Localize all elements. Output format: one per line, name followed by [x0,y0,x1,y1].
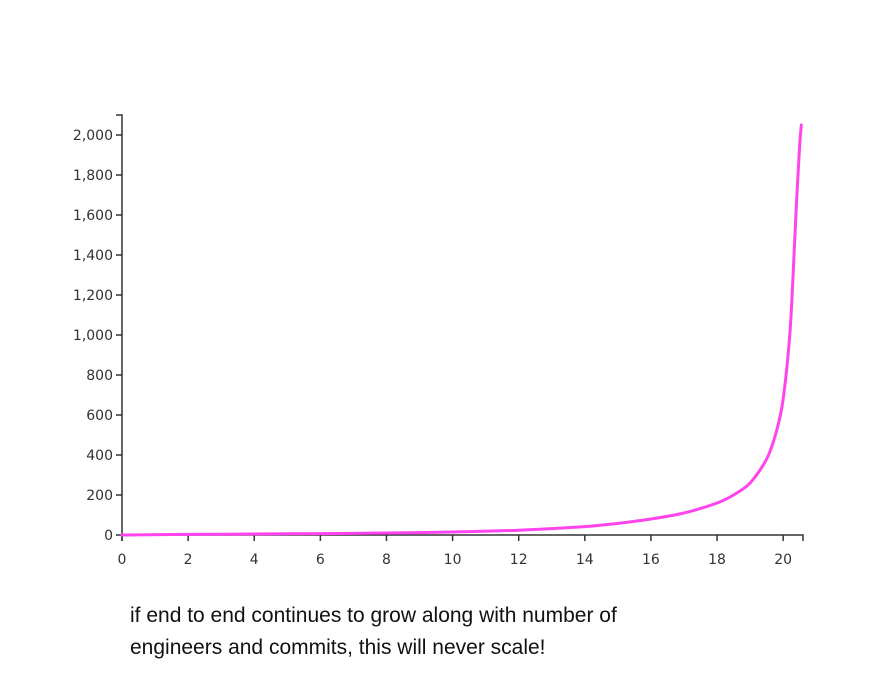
y-tick-label: 200 [86,488,113,504]
y-tick-label: 1,600 [73,208,113,224]
x-tick-label: 0 [118,552,127,568]
x-tick-label: 16 [642,552,660,568]
caption-line-2: engineers and commits, this will never s… [130,636,546,659]
y-tick-label: 2,000 [73,128,113,144]
x-tick-label: 10 [444,552,462,568]
caption-line-1: if end to end continues to grow along wi… [130,604,617,627]
x-tick-label: 12 [510,552,528,568]
y-tick-label: 800 [86,368,113,384]
y-tick-label: 600 [86,408,113,424]
x-tick-label: 2 [184,552,193,568]
x-tick-label: 6 [316,552,325,568]
x-tick-label: 14 [576,552,594,568]
y-axis-line [116,114,123,535]
series-line [120,123,803,537]
x-axis-line [121,534,804,541]
x-tick-label: 18 [708,552,726,568]
y-tick-label: 0 [104,528,113,544]
y-axis: 0 200 400 600 800 1,000 1,200 1,400 1,600 1,800 2,… [73,114,123,544]
line-chart: 02004006008001,0001,2001,4001,6001,8002,… [73,114,804,568]
y-tick-label: 1,200 [73,288,113,304]
x-tick-label: 4 [250,552,259,568]
y-tick-label: 400 [86,448,113,464]
y-tick-label: 1,800 [73,168,113,184]
y-tick-label: 1,400 [73,248,113,264]
x-axis: 0 2 4 6 8 10 12 14 16 18 20 [118,534,804,568]
series-group [120,123,803,537]
chart-caption: if end to end continues to grow along wi… [130,600,750,664]
y-tick-label: 1,000 [73,328,113,344]
x-tick-label: 8 [382,552,391,568]
x-tick-label: 20 [774,552,792,568]
